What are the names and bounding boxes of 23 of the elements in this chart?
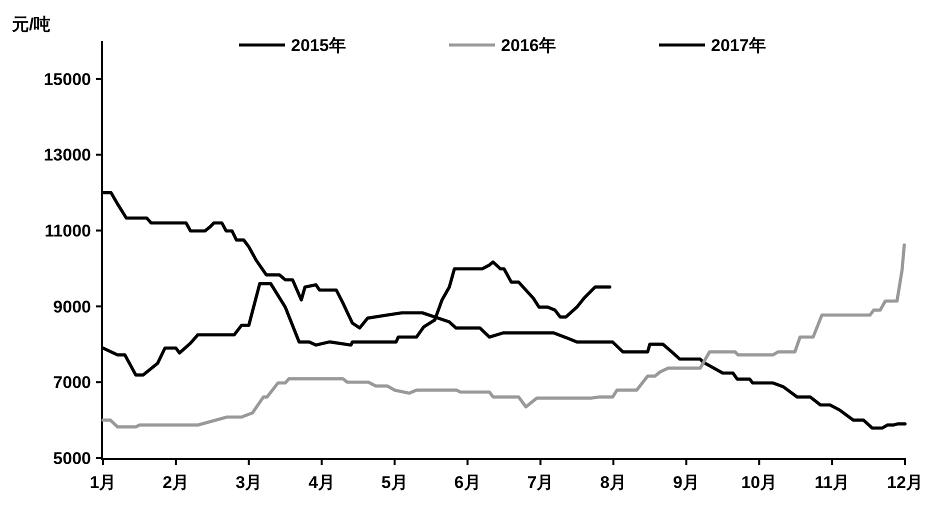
x-tick-label: 5月 — [381, 473, 408, 492]
legend-label: 2015年 — [291, 36, 346, 55]
legend-label: 2017年 — [711, 36, 766, 55]
y-axis-title: 元/吨 — [11, 15, 51, 34]
legend-label: 2016年 — [501, 36, 556, 55]
y-tick-label: 15000 — [44, 70, 91, 89]
y-tick-label: 9000 — [53, 297, 91, 316]
x-tick-label: 11月 — [814, 473, 850, 492]
line-series — [101, 243, 906, 429]
x-tick-label: 12月 — [887, 473, 923, 492]
y-tick-label: 11000 — [44, 222, 91, 241]
x-tick-label: 4月 — [308, 473, 335, 492]
y-tick-label: 13000 — [44, 146, 91, 165]
x-tick-label: 3月 — [236, 473, 262, 492]
y-tick-label: 5000 — [53, 449, 91, 468]
x-tick-label: 10月 — [741, 473, 778, 492]
x-tick-label: 8月 — [600, 473, 627, 492]
x-tick-label: 9月 — [673, 473, 700, 492]
y-tick-label: 7000 — [53, 373, 91, 392]
x-tick-label: 6月 — [454, 473, 481, 492]
x-tick-label: 2月 — [162, 473, 190, 492]
x-tick-label: 1月 — [90, 473, 116, 492]
x-tick-label: 7月 — [527, 473, 554, 492]
